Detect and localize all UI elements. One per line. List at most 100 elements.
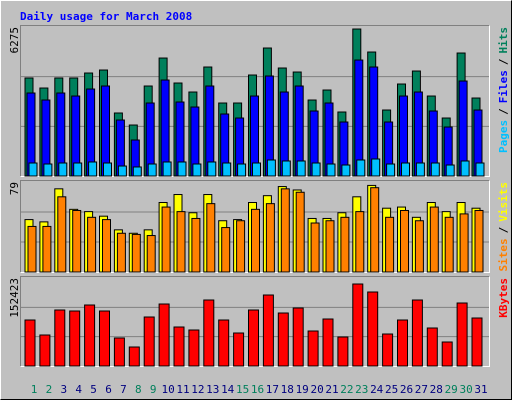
- legend: Pages / Files / Hits: [497, 27, 510, 153]
- legend-entry: Files: [497, 70, 510, 103]
- bar: [116, 232, 126, 273]
- bar: [277, 312, 289, 367]
- bar: [251, 208, 260, 273]
- x-tick-label: 3: [60, 383, 67, 396]
- bar: [397, 319, 408, 367]
- x-tick-label: 24: [370, 383, 384, 396]
- bar: [221, 227, 231, 273]
- bar: [173, 326, 185, 367]
- bar: [43, 163, 53, 177]
- bar: [188, 329, 200, 367]
- bar: [341, 164, 351, 177]
- x-tick-label: 27: [415, 383, 428, 396]
- bar: [444, 216, 454, 273]
- legend-entry: Sites: [497, 238, 510, 271]
- x-tick-label: 10: [161, 383, 174, 396]
- legend-separator: /: [497, 226, 510, 233]
- legend-separator: /: [497, 58, 510, 65]
- bar: [147, 163, 157, 177]
- bar: [337, 336, 349, 367]
- bar: [39, 334, 51, 367]
- bar: [58, 162, 68, 177]
- bar: [370, 187, 380, 273]
- bar: [281, 160, 291, 177]
- bar: [430, 162, 440, 177]
- bar: [367, 291, 379, 367]
- bar: [99, 310, 110, 367]
- bar: [131, 233, 141, 273]
- x-tick-label: 8: [135, 383, 142, 396]
- x-tick-label: 7: [120, 383, 127, 396]
- legend-entry: Pages: [497, 120, 510, 153]
- bar: [292, 307, 304, 367]
- bar: [414, 220, 424, 273]
- bar: [132, 166, 142, 177]
- x-tick-label: 6: [105, 383, 112, 396]
- x-tick-label: 17: [266, 383, 279, 396]
- x-tick-label: 20: [310, 383, 323, 396]
- bar: [27, 225, 37, 273]
- x-tick-label: 5: [90, 383, 97, 396]
- x-tick-label: 26: [400, 383, 413, 396]
- bar: [382, 333, 394, 367]
- bar: [84, 304, 96, 367]
- bar: [69, 310, 81, 367]
- bar: [54, 309, 66, 367]
- bar: [191, 217, 201, 273]
- bar: [117, 165, 127, 177]
- x-tick-label: 31: [474, 383, 487, 396]
- bar: [385, 216, 395, 273]
- bar: [206, 203, 216, 273]
- bar: [72, 209, 82, 273]
- bar: [203, 299, 215, 367]
- legend-separator: /: [497, 108, 510, 115]
- bar: [322, 318, 334, 367]
- y-tick-label: 152423: [8, 278, 21, 318]
- x-tick-label: 2: [46, 383, 53, 396]
- x-tick-label: 11: [176, 383, 189, 396]
- bar: [471, 317, 483, 367]
- bar: [237, 163, 247, 177]
- bar: [252, 162, 261, 177]
- bar: [295, 191, 305, 273]
- bar: [475, 162, 485, 177]
- legend-entry: Hits: [497, 27, 510, 54]
- bar: [401, 162, 410, 177]
- bar: [233, 332, 245, 367]
- x-tick-label: 29: [445, 383, 458, 396]
- bar: [248, 309, 259, 367]
- bar: [426, 327, 438, 367]
- bar: [236, 220, 246, 273]
- bar: [177, 161, 187, 177]
- bar: [371, 158, 381, 177]
- bar: [222, 162, 232, 177]
- bar: [280, 188, 290, 273]
- x-tick-label: 1: [31, 383, 38, 396]
- bar: [143, 316, 155, 367]
- x-tick-label: 18: [281, 383, 294, 396]
- bar: [460, 160, 470, 177]
- bar: [87, 216, 97, 273]
- bar: [24, 319, 36, 367]
- bar: [356, 159, 366, 177]
- x-tick-label: 15: [236, 383, 249, 396]
- bar: [192, 163, 202, 177]
- x-tick-label: 16: [251, 383, 264, 396]
- legend-entry: KBytes: [497, 278, 510, 318]
- chart-title: Daily usage for March 2008: [20, 10, 192, 23]
- bar: [411, 299, 423, 367]
- bar: [158, 303, 170, 367]
- bar: [161, 206, 171, 273]
- bar: [266, 159, 276, 177]
- bar: [456, 302, 468, 367]
- x-tick-label: 28: [430, 383, 443, 396]
- legend: Sites / Visits: [497, 182, 510, 272]
- bar: [162, 161, 172, 177]
- x-tick-label: 21: [325, 383, 338, 396]
- bar: [352, 283, 364, 367]
- bar: [386, 163, 396, 177]
- bar: [325, 220, 335, 273]
- bar: [218, 319, 230, 367]
- bar: [113, 337, 125, 367]
- bar: [307, 330, 319, 367]
